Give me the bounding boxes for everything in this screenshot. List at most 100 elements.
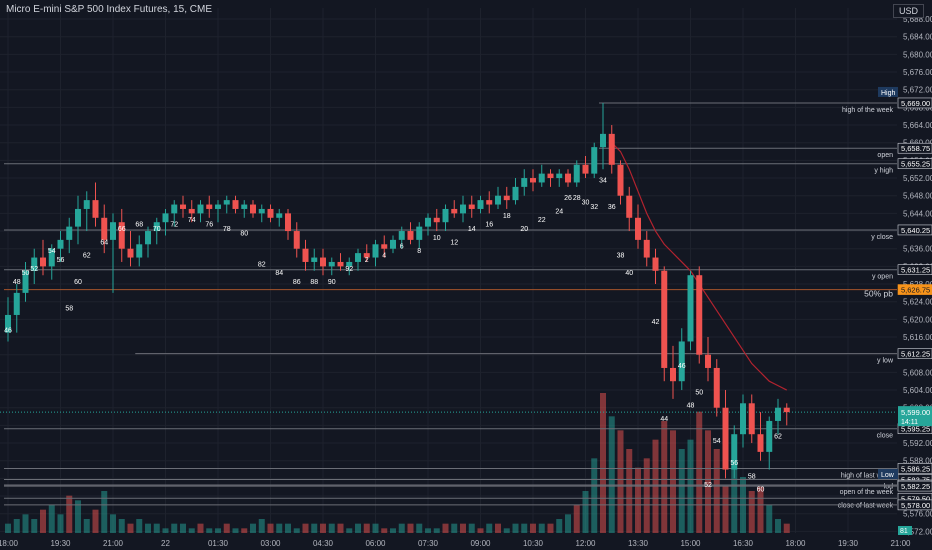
price-tag-label: 5,579.50 (901, 494, 930, 503)
volume-bar (573, 505, 580, 533)
price-tag-label: 5,578.00 (901, 501, 930, 510)
candle-body (267, 208, 274, 218)
volume-bar (416, 523, 423, 533)
volume-bar (110, 514, 116, 533)
candle-body (433, 217, 440, 223)
candle-body (573, 164, 580, 183)
time-tick-label: 19:30 (50, 539, 71, 548)
count-label: 68 (135, 222, 143, 229)
candle-body (740, 403, 746, 435)
candle-body (337, 261, 344, 267)
candle-body (302, 248, 309, 262)
count-label: 44 (660, 416, 668, 423)
candle-body (118, 222, 125, 249)
price-tick-label: 5,648.000 (903, 192, 932, 201)
count-label: 50 (22, 270, 30, 277)
time-tick-label: 16:30 (733, 539, 754, 548)
time-tick-label: 12:00 (575, 539, 596, 548)
candle-body (477, 200, 484, 209)
candle-body (232, 200, 239, 209)
volume-bar (171, 523, 178, 533)
time-axis[interactable]: 18:00 19:30 21:00 22 01:30 03:00 04:30 06:00 07:… (0, 539, 932, 548)
volume-bar (267, 523, 274, 533)
candle-body (442, 208, 449, 223)
count-label: 90 (328, 279, 336, 286)
volume-bar (705, 430, 711, 533)
candle-body (460, 204, 466, 214)
candle-body (503, 195, 510, 201)
candle-body (215, 204, 221, 209)
count-label: 30 (582, 200, 590, 207)
volume-bar (495, 523, 501, 533)
volume-bar (390, 528, 396, 533)
candle-body (425, 217, 431, 227)
volume-bar (713, 449, 720, 533)
count-label: 14 (468, 226, 476, 233)
price-tags: 5,669.00 High 5,658.75 5,655.25 5,640.25 5,63… (878, 86, 932, 535)
volume-bar (320, 523, 326, 533)
count-label: 28 (573, 195, 581, 202)
volume-bar (206, 528, 213, 533)
extreme-tag (878, 86, 898, 97)
candle-body (643, 239, 650, 258)
price-tag-label: 5,595.25 (901, 425, 930, 434)
price-tag (897, 264, 932, 275)
volume-bar (486, 523, 493, 533)
grid (0, 8, 901, 533)
volume-bar (696, 411, 703, 533)
level-label: y open (872, 274, 893, 281)
volume-bar (188, 528, 195, 533)
volume-bar (232, 528, 239, 533)
count-label: 52 (30, 266, 38, 273)
price-tag (897, 499, 932, 511)
volume-bars (5, 393, 790, 533)
volume-bar (451, 523, 458, 533)
candle-body (320, 257, 326, 267)
level-label: close (877, 433, 893, 440)
time-tick-label: 09:00 (470, 539, 491, 548)
candle-body (328, 261, 335, 267)
count-label: 4 (382, 253, 386, 260)
price-tag-label: 5,586.25 (901, 464, 930, 473)
volume-bar (180, 523, 186, 533)
volume-bar (118, 519, 125, 533)
count-label: 42 (652, 319, 660, 326)
candle-body (31, 257, 38, 271)
candle-body (713, 367, 720, 408)
time-tick-label: 07:30 (418, 539, 439, 548)
candle-body (381, 244, 388, 249)
volume-bar (731, 467, 738, 533)
price-tag (897, 224, 932, 236)
price-tag-label: 5,658.75 (901, 144, 930, 153)
volume-bar (381, 528, 388, 533)
volume-bar (722, 486, 729, 533)
volume-bar (748, 491, 755, 533)
candle-body (311, 257, 318, 262)
candle-body (670, 367, 676, 382)
candle-body (258, 208, 265, 214)
candle-body (153, 222, 160, 232)
count-label: 58 (748, 473, 756, 480)
candle-body (565, 173, 571, 183)
current-price-tag (898, 406, 932, 427)
volume-bar (136, 519, 143, 533)
currency-button[interactable]: USD (892, 4, 924, 18)
candle-body (451, 208, 458, 214)
candle-body (285, 213, 291, 232)
volume-bar (258, 519, 265, 533)
candle-body (223, 200, 230, 205)
candle-body (40, 257, 46, 267)
candle-body (66, 226, 73, 240)
volume-bar (538, 523, 545, 533)
count-label: 54 (713, 438, 721, 445)
candle-body (775, 407, 781, 421)
volume-bar (276, 523, 283, 533)
candle-body (127, 248, 134, 258)
candle-body (582, 164, 589, 174)
price-tag (897, 480, 932, 492)
price-tick-label: 5,624.000 (903, 298, 932, 307)
count-label: 40 (625, 270, 633, 277)
volume-bar (398, 523, 405, 533)
volume-bar (372, 523, 379, 533)
